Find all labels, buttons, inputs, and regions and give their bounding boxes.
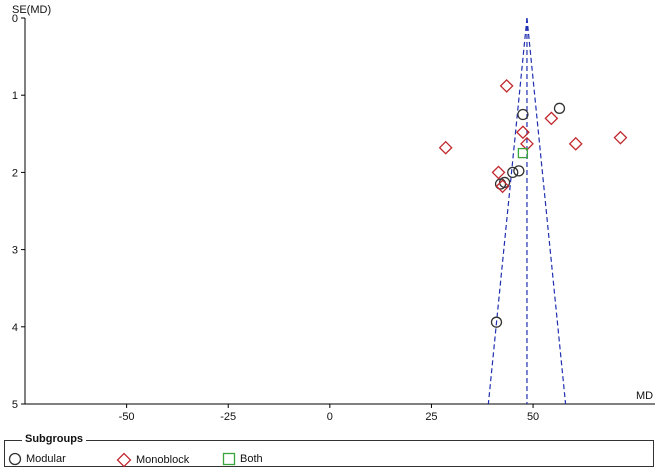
legend: Subgroups Modular Monoblock Both <box>4 433 656 469</box>
y-tick-label: 3 <box>12 245 18 257</box>
legend-label-both: Both <box>240 453 263 465</box>
y-tick-label: 0 <box>12 13 18 25</box>
x-tick-label: -50 <box>119 411 135 423</box>
data-point-monoblock <box>491 165 506 180</box>
data-points <box>438 79 628 328</box>
y-tick-label: 4 <box>12 322 18 334</box>
x-axis-label: MD <box>636 390 653 402</box>
axes: 0 1 2 3 4 5 -50 -25 0 25 50 <box>12 13 655 423</box>
x-tick-label: 0 <box>327 411 333 423</box>
data-point-modular <box>507 166 519 179</box>
legend-label-monoblock: Monoblock <box>136 454 190 466</box>
data-point-monoblock <box>515 125 530 140</box>
funnel-right-line <box>526 17 567 405</box>
y-tick-label: 1 <box>12 90 18 102</box>
legend-title: Subgroups <box>22 433 87 445</box>
y-tick-label: 2 <box>12 167 18 179</box>
data-point-modular <box>490 316 503 328</box>
data-point-monoblock <box>495 179 510 194</box>
data-point-modular <box>553 102 566 114</box>
y-tick-label: 5 <box>12 399 18 411</box>
data-point-both <box>517 147 529 159</box>
legend-box <box>4 440 654 467</box>
legend-label-modular: Modular <box>26 453 66 465</box>
data-point-monoblock <box>544 111 559 126</box>
data-point-monoblock <box>613 130 628 145</box>
data-point-modular <box>513 165 525 177</box>
funnel-left-line <box>487 17 528 405</box>
x-tick-label: 25 <box>425 411 437 423</box>
data-point-monoblock <box>568 136 583 151</box>
data-point-modular <box>517 108 529 121</box>
x-tick-label: 50 <box>527 411 539 423</box>
diamond-marker-icon <box>116 452 132 468</box>
circle-marker-icon <box>8 452 22 466</box>
y-axis-label: SE(MD) <box>12 4 51 16</box>
legend-entry-modular: Modular <box>8 452 66 466</box>
funnel-plot: 0 1 2 3 4 5 -50 -25 0 25 50 SE(MD) MD <box>12 4 655 423</box>
legend-entry-both: Both <box>222 452 263 466</box>
x-tick-label: -25 <box>220 411 236 423</box>
square-marker-icon <box>222 452 236 466</box>
funnel-lines <box>487 17 567 405</box>
data-point-monoblock <box>499 79 514 93</box>
legend-entry-monoblock: Monoblock <box>116 452 189 468</box>
data-point-monoblock <box>438 140 453 155</box>
